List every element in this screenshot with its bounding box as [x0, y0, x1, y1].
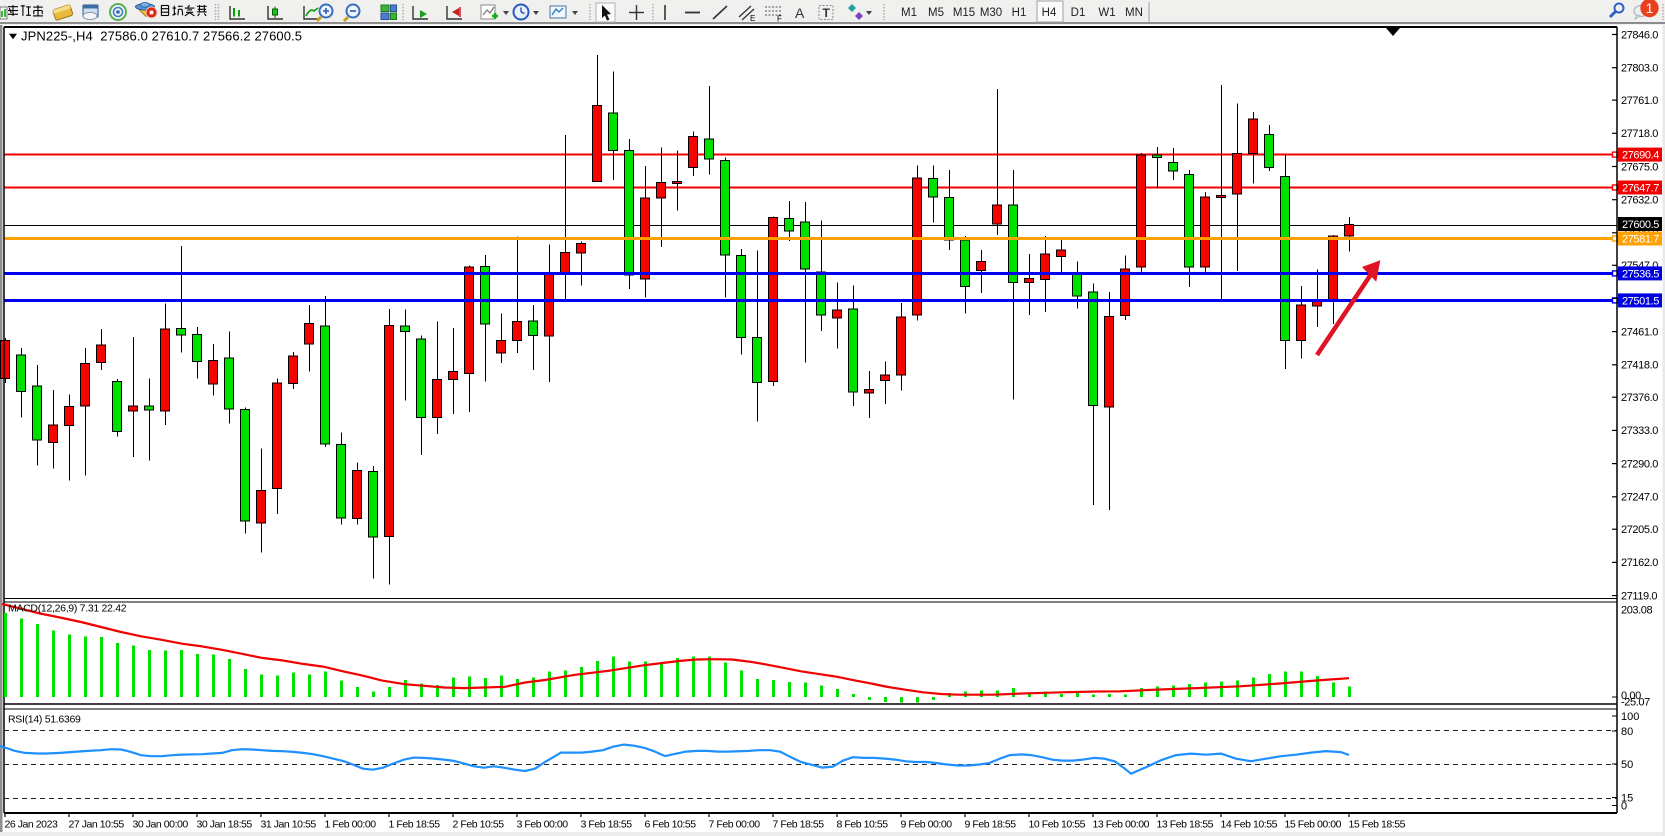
svg-text:13 Feb 18:55: 13 Feb 18:55: [1157, 819, 1214, 831]
svg-text:6 Feb 10:55: 6 Feb 10:55: [645, 819, 697, 831]
svg-text:13 Feb 00:00: 13 Feb 00:00: [1093, 819, 1150, 831]
svg-text:MN: MN: [1125, 7, 1143, 19]
svg-text:M30: M30: [980, 7, 1002, 19]
svg-text:27205.0: 27205.0: [1621, 524, 1658, 536]
svg-text:M1: M1: [901, 7, 917, 19]
svg-text:7 Feb 18:55: 7 Feb 18:55: [773, 819, 825, 831]
svg-text:14 Feb 10:55: 14 Feb 10:55: [1221, 819, 1278, 831]
svg-text:27501.5: 27501.5: [1622, 295, 1659, 307]
svg-text:27119.0: 27119.0: [1621, 590, 1657, 602]
svg-text:27290.0: 27290.0: [1621, 458, 1658, 470]
svg-text:100: 100: [1621, 711, 1639, 723]
svg-text:27675.0: 27675.0: [1621, 161, 1658, 173]
svg-text:JPN225-,H4 27586.0 27610.7 27: JPN225-,H4 27586.0 27610.7 27566.2 27600…: [21, 29, 302, 44]
svg-text:0.00: 0.00: [1621, 690, 1641, 702]
svg-text:MACD(12,26,9) 7.31 22.42: MACD(12,26,9) 7.31 22.42: [8, 603, 127, 615]
svg-text:T: T: [823, 6, 831, 20]
svg-text:27536.5: 27536.5: [1622, 268, 1659, 280]
svg-text:3 Feb 00:00: 3 Feb 00:00: [517, 819, 569, 831]
svg-text:27761.0: 27761.0: [1621, 95, 1658, 107]
svg-text:RSI(14) 51.6369: RSI(14) 51.6369: [8, 714, 81, 726]
svg-text:27581.7: 27581.7: [1622, 234, 1659, 246]
svg-text:2 Feb 10:55: 2 Feb 10:55: [453, 819, 505, 831]
svg-text:27461.0: 27461.0: [1621, 326, 1658, 338]
svg-text:80: 80: [1621, 726, 1633, 738]
svg-text:27162.0: 27162.0: [1621, 557, 1658, 569]
svg-text:31 Jan 10:55: 31 Jan 10:55: [261, 819, 317, 831]
svg-text:203.08: 203.08: [1621, 604, 1653, 616]
svg-text:1 Feb 18:55: 1 Feb 18:55: [389, 819, 441, 831]
svg-text:27247.0: 27247.0: [1621, 492, 1658, 504]
svg-text:27846.0: 27846.0: [1621, 29, 1658, 41]
svg-text:27 Jan 10:55: 27 Jan 10:55: [69, 819, 125, 831]
svg-text:0: 0: [1621, 800, 1627, 812]
svg-text:27647.7: 27647.7: [1622, 183, 1659, 195]
svg-text:7 Feb 00:00: 7 Feb 00:00: [709, 819, 761, 831]
svg-text:M5: M5: [928, 7, 944, 19]
svg-text:1: 1: [1646, 0, 1654, 16]
svg-text:W1: W1: [1098, 7, 1115, 19]
svg-text:27632.0: 27632.0: [1621, 195, 1658, 207]
svg-text:27418.0: 27418.0: [1621, 360, 1658, 372]
svg-text:-25.07: -25.07: [1621, 696, 1650, 708]
svg-text:8 Feb 10:55: 8 Feb 10:55: [837, 819, 889, 831]
svg-text:M15: M15: [953, 7, 975, 19]
svg-text:15 Feb 00:00: 15 Feb 00:00: [1285, 819, 1342, 831]
svg-text:27376.0: 27376.0: [1621, 392, 1658, 404]
svg-text:A: A: [795, 5, 805, 21]
svg-text:27718.0: 27718.0: [1621, 128, 1658, 140]
svg-text:30 Jan 18:55: 30 Jan 18:55: [197, 819, 253, 831]
svg-text:H4: H4: [1042, 7, 1057, 19]
svg-text:50: 50: [1621, 759, 1633, 771]
svg-text:9 Feb 00:00: 9 Feb 00:00: [901, 819, 953, 831]
svg-text:1 Feb 00:00: 1 Feb 00:00: [325, 819, 377, 831]
svg-text:3 Feb 18:55: 3 Feb 18:55: [581, 819, 633, 831]
svg-text:10 Feb 10:55: 10 Feb 10:55: [1029, 819, 1086, 831]
svg-text:27600.5: 27600.5: [1622, 219, 1659, 231]
svg-text:15 Feb 18:55: 15 Feb 18:55: [1349, 819, 1406, 831]
svg-text:26 Jan 2023: 26 Jan 2023: [5, 819, 58, 831]
svg-text:27333.0: 27333.0: [1621, 425, 1658, 437]
svg-text:9 Feb 18:55: 9 Feb 18:55: [965, 819, 1017, 831]
svg-text:F: F: [777, 15, 782, 24]
svg-text:27690.4: 27690.4: [1622, 150, 1659, 162]
svg-text:27803.0: 27803.0: [1621, 63, 1658, 75]
svg-text:H1: H1: [1012, 7, 1027, 19]
svg-text:E: E: [750, 14, 755, 23]
svg-text:30 Jan 00:00: 30 Jan 00:00: [133, 819, 189, 831]
svg-text:15: 15: [1621, 792, 1633, 804]
svg-text:D1: D1: [1071, 7, 1086, 19]
